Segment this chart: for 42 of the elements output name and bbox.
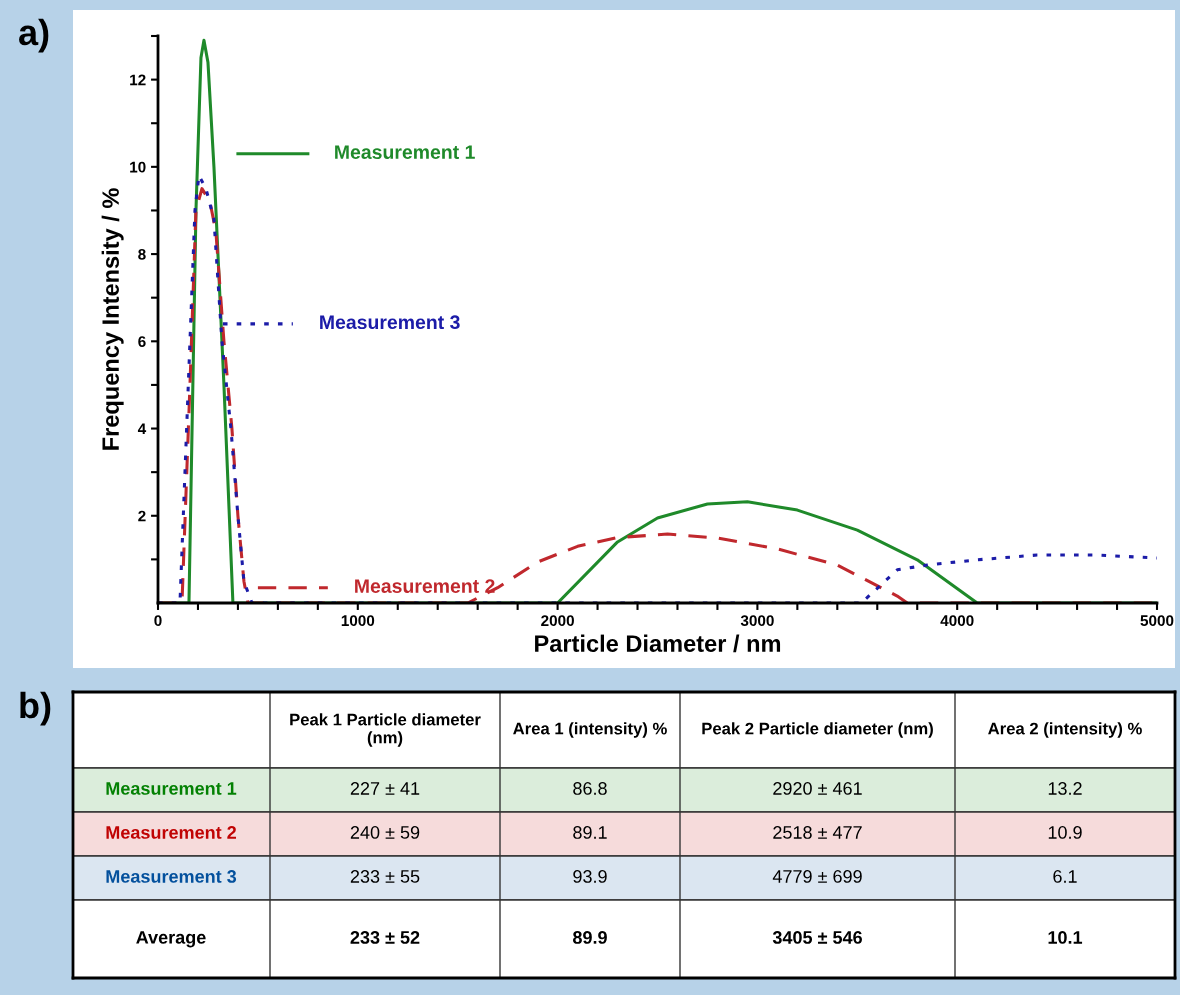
x-tick-label: 0	[154, 615, 162, 627]
series-label: Measurement 1	[106, 782, 237, 795]
series-label: Measurement 2	[106, 826, 237, 839]
x-tick-label: 2000	[541, 615, 574, 627]
x-tick-label: 4000	[940, 615, 974, 627]
data-label: 240 ± 59	[350, 826, 420, 839]
x-tick-label: 1000	[341, 615, 375, 627]
y-tick-label: 2	[138, 510, 146, 522]
series-label: Measurement 3	[106, 870, 237, 883]
data-label: 6.1	[1053, 870, 1077, 883]
data-label: 3405 ± 546	[772, 931, 862, 944]
x-tick-label: 5000	[1140, 615, 1174, 627]
category-label: Peak 1 Particle diameter (nm)	[290, 713, 481, 747]
y-axis-title: Frequency Intensity / %	[101, 188, 124, 450]
series-label: Average	[136, 931, 206, 948]
data-label: 10.1	[1048, 931, 1083, 944]
legend-label: Measurement 1	[335, 145, 475, 159]
data-label: 233 ± 52	[350, 931, 420, 944]
text: b)	[20, 691, 51, 726]
category-label: Area 2 (intensity) %	[988, 722, 1142, 738]
text: a)	[19, 18, 49, 53]
y-tick-label: 6	[138, 336, 146, 347]
data-label: 227 ± 41	[350, 782, 420, 795]
data-label: 13.2	[1048, 782, 1082, 795]
data-label: 10.9	[1048, 826, 1082, 839]
legend-label: Measurement 3	[320, 315, 460, 330]
data-label: 2518 ± 477	[773, 826, 862, 839]
data-label: 233 ± 55	[350, 870, 420, 883]
data-label: 89.1	[573, 826, 607, 839]
x-tick-label: 3000	[740, 615, 774, 627]
data-label: 2920 ± 461	[773, 782, 862, 795]
data-label: 93.9	[573, 870, 607, 883]
y-tick-label: 12	[130, 74, 146, 86]
data-label: 86.8	[573, 782, 607, 795]
y-tick-label: 4	[137, 423, 147, 435]
y-tick-label: 10	[130, 161, 146, 173]
data-label: 4779 ± 699	[772, 870, 862, 883]
category-label: Area 1 (intensity) %	[513, 722, 667, 738]
y-tick-label: 8	[138, 248, 146, 260]
category-label: Peak 2 Particle diameter (nm)	[702, 722, 933, 738]
x-axis-title: Particle Diameter / nm	[535, 634, 781, 653]
data-label: 89.9	[573, 931, 607, 944]
